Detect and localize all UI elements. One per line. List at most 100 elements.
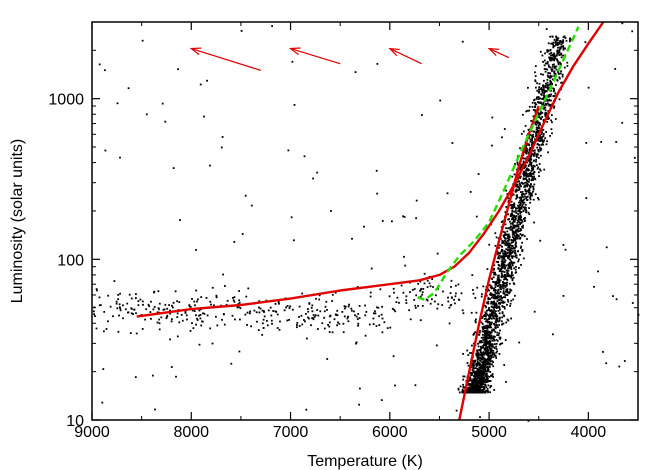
data-point	[521, 219, 523, 222]
data-point	[525, 196, 528, 198]
data-point	[475, 215, 478, 218]
data-point	[233, 296, 236, 298]
data-point	[312, 314, 315, 316]
data-point	[499, 285, 502, 288]
data-point	[277, 301, 280, 303]
data-point	[526, 149, 528, 152]
data-point	[262, 318, 265, 321]
data-point	[93, 313, 95, 316]
data-point	[179, 219, 181, 221]
data-point	[323, 310, 326, 313]
data-point	[513, 204, 515, 207]
data-point	[494, 330, 497, 333]
data-point	[153, 306, 156, 308]
data-point	[415, 199, 418, 202]
data-point	[507, 240, 509, 242]
data-point	[170, 366, 173, 368]
data-point	[513, 203, 516, 206]
data-point	[402, 291, 405, 294]
data-point	[492, 329, 495, 332]
data-point	[499, 296, 501, 298]
data-point	[494, 296, 497, 298]
data-point	[480, 295, 483, 298]
data-point	[490, 321, 493, 324]
data-point	[515, 238, 517, 240]
data-point	[526, 185, 529, 188]
data-point	[550, 89, 552, 92]
data-point	[503, 271, 506, 273]
data-point	[522, 199, 525, 201]
data-point	[540, 73, 542, 75]
data-point	[560, 53, 562, 56]
data-point	[508, 218, 510, 220]
data-point	[517, 206, 520, 209]
data-point	[166, 307, 169, 310]
data-point	[517, 213, 520, 215]
data-point	[500, 260, 503, 263]
data-point	[488, 335, 491, 338]
data-point	[502, 240, 505, 243]
data-point	[528, 136, 531, 139]
data-point	[489, 325, 491, 327]
data-point	[263, 310, 265, 312]
data-point	[226, 299, 229, 302]
data-point	[199, 83, 202, 86]
data-point	[119, 292, 121, 295]
data-point	[510, 260, 513, 263]
data-point	[135, 297, 137, 299]
data-point	[489, 298, 491, 300]
data-point	[516, 183, 519, 186]
data-point	[523, 175, 525, 177]
data-point	[489, 358, 492, 360]
data-point	[547, 87, 549, 89]
data-point	[305, 408, 308, 411]
data-point	[489, 363, 491, 366]
data-point	[528, 173, 531, 175]
data-point	[503, 128, 506, 130]
data-point	[451, 297, 453, 299]
data-point	[105, 328, 108, 330]
data-point	[477, 351, 479, 354]
data-point	[491, 310, 494, 313]
data-point	[310, 324, 312, 327]
data-point	[419, 280, 422, 283]
data-point	[535, 153, 538, 156]
data-point	[550, 52, 553, 54]
data-point	[558, 73, 560, 75]
data-point	[521, 204, 524, 206]
data-point	[551, 68, 554, 71]
data-point	[507, 246, 509, 249]
data-point	[475, 367, 477, 369]
data-point	[560, 52, 563, 55]
data-point	[494, 291, 497, 294]
data-point	[521, 182, 524, 185]
data-point	[539, 154, 542, 157]
data-point	[557, 63, 560, 66]
data-point	[553, 54, 556, 57]
data-point	[474, 373, 476, 376]
data-point	[513, 261, 516, 264]
data-point	[481, 317, 483, 319]
data-point	[486, 387, 489, 390]
data-point	[169, 309, 171, 312]
data-point	[481, 333, 484, 336]
data-point	[546, 61, 549, 63]
data-point	[475, 363, 477, 366]
data-point	[372, 323, 375, 325]
data-point	[483, 336, 485, 339]
data-point	[519, 166, 522, 169]
data-point	[490, 317, 493, 320]
data-point	[169, 312, 172, 315]
data-point	[474, 370, 477, 373]
data-point	[528, 129, 530, 131]
data-point	[515, 190, 518, 193]
data-point	[485, 389, 488, 392]
data-point	[496, 294, 499, 297]
data-point	[538, 144, 540, 146]
data-point	[539, 148, 542, 150]
data-point	[130, 307, 133, 310]
data-point	[490, 385, 492, 387]
data-point	[535, 154, 538, 157]
data-point	[513, 283, 516, 286]
data-point	[528, 148, 531, 151]
